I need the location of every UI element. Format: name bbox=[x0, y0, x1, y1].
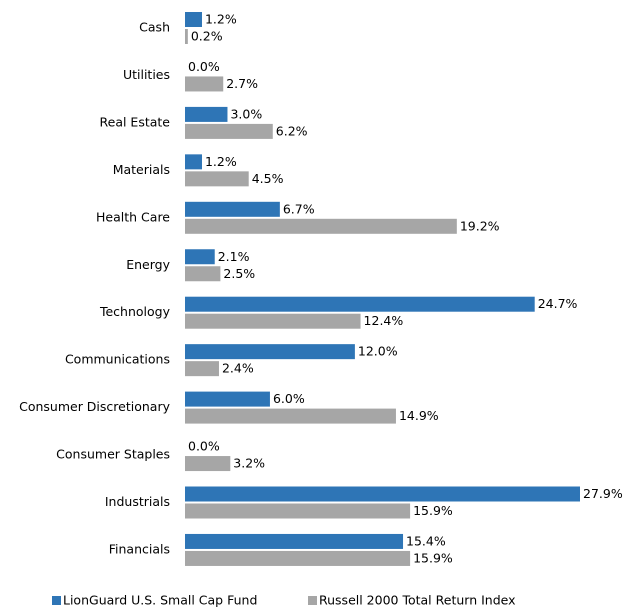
value-label: 6.2% bbox=[276, 123, 308, 138]
value-label: 14.9% bbox=[399, 408, 439, 423]
bar bbox=[185, 76, 224, 92]
bar bbox=[185, 106, 228, 122]
value-label: 2.1% bbox=[218, 249, 250, 264]
value-label: 2.5% bbox=[223, 266, 255, 281]
value-label: 19.2% bbox=[460, 218, 500, 233]
category-label: Cash bbox=[139, 20, 170, 35]
value-label: 15.4% bbox=[406, 533, 446, 548]
value-label: 3.0% bbox=[230, 106, 262, 121]
bar bbox=[185, 171, 249, 187]
category-label: Technology bbox=[99, 304, 171, 319]
bar bbox=[185, 486, 580, 502]
category-label: Consumer Staples bbox=[56, 447, 170, 462]
bar bbox=[185, 408, 396, 424]
value-label: 24.7% bbox=[538, 296, 578, 311]
value-label: 1.2% bbox=[205, 12, 237, 27]
bar bbox=[185, 296, 535, 312]
value-label: 6.0% bbox=[273, 391, 305, 406]
bar bbox=[185, 503, 411, 519]
category-label: Industrials bbox=[105, 494, 170, 509]
legend-label: LionGuard U.S. Small Cap Fund bbox=[63, 593, 257, 608]
value-label: 15.9% bbox=[413, 503, 453, 518]
value-label: 6.7% bbox=[283, 201, 315, 216]
category-label: Energy bbox=[126, 257, 170, 272]
bar bbox=[185, 361, 219, 377]
category-label: Utilities bbox=[123, 67, 170, 82]
bar bbox=[185, 12, 202, 27]
value-label: 1.2% bbox=[205, 154, 237, 169]
value-label: 0.0% bbox=[188, 59, 220, 74]
value-label: 15.9% bbox=[413, 550, 453, 565]
category-label: Communications bbox=[65, 352, 170, 367]
bar bbox=[185, 154, 202, 170]
legend-swatch bbox=[52, 596, 61, 605]
bar bbox=[185, 456, 231, 472]
bar bbox=[185, 533, 404, 549]
bar bbox=[185, 266, 221, 282]
bar bbox=[185, 29, 188, 44]
bar bbox=[185, 123, 273, 139]
value-label: 3.2% bbox=[233, 456, 265, 471]
bar bbox=[185, 249, 215, 265]
category-label: Health Care bbox=[96, 209, 170, 224]
value-label: 27.9% bbox=[583, 486, 623, 501]
value-label: 4.5% bbox=[252, 171, 284, 186]
category-label: Consumer Discretionary bbox=[19, 399, 170, 414]
value-label: 2.7% bbox=[226, 76, 258, 91]
value-label: 0.0% bbox=[188, 439, 220, 454]
value-label: 12.0% bbox=[358, 344, 398, 359]
bar bbox=[185, 201, 280, 217]
value-label: 0.2% bbox=[191, 29, 223, 44]
category-label: Materials bbox=[113, 162, 170, 177]
bar bbox=[185, 218, 457, 234]
legend-label: Russell 2000 Total Return Index bbox=[319, 593, 516, 608]
value-label: 12.4% bbox=[364, 313, 404, 328]
category-label: Real Estate bbox=[100, 114, 171, 129]
bar bbox=[185, 344, 355, 360]
legend-swatch bbox=[308, 596, 317, 605]
bar bbox=[185, 550, 411, 566]
bar bbox=[185, 313, 361, 329]
category-label: Financials bbox=[109, 541, 170, 556]
bar bbox=[185, 391, 270, 407]
value-label: 2.4% bbox=[222, 361, 254, 376]
